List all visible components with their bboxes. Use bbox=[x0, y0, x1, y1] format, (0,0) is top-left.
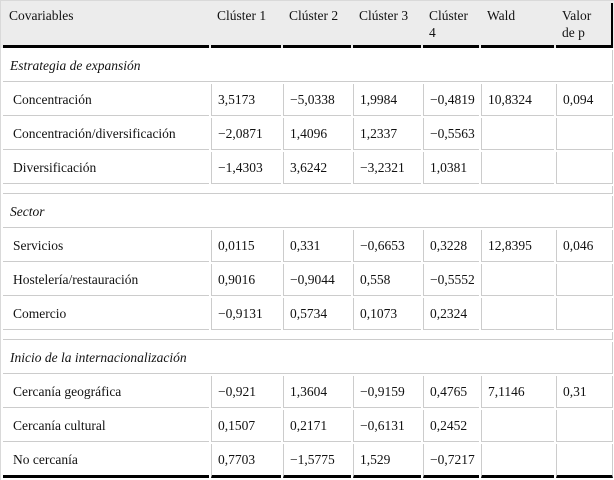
table-row: Cercanía cultural 0,1507 0,2171 −0,6131 0,24… bbox=[3, 410, 613, 442]
table-row: Concentración/diversificación −2,0871 1,40… bbox=[3, 118, 613, 150]
value-cell bbox=[556, 152, 613, 184]
value-cell bbox=[481, 264, 554, 296]
value-cell: 0,5734 bbox=[283, 298, 351, 330]
value-cell: 0,3228 bbox=[423, 230, 479, 262]
table-row: Hostelería/restauración 0,9016 −0,9044 0,55… bbox=[3, 264, 613, 296]
value-cell: 0,094 bbox=[556, 84, 613, 116]
value-cell: −1,5775 bbox=[283, 444, 351, 478]
section-header-row: Inicio de la internacionalización bbox=[3, 342, 613, 374]
table-row: Cercanía geográfica −0,921 1,3604 −0,9159 0,… bbox=[3, 376, 613, 408]
section-title: Sector bbox=[3, 196, 613, 228]
section-header-row: Estrategia de expansión bbox=[3, 50, 613, 82]
value-cell bbox=[556, 118, 613, 150]
value-cell: 1,3604 bbox=[283, 376, 351, 408]
value-cell: 10,8324 bbox=[481, 84, 554, 116]
value-cell: 1,4096 bbox=[283, 118, 351, 150]
value-cell: 1,2337 bbox=[353, 118, 421, 150]
value-cell: 3,6242 bbox=[283, 152, 351, 184]
table-row: Servicios 0,0115 0,331 −0,6653 0,3228 12,8395… bbox=[3, 230, 613, 262]
col-header-cluster-1: Clúster 1 bbox=[211, 3, 281, 48]
value-cell: −0,5563 bbox=[423, 118, 479, 150]
covariable-label: Hostelería/restauración bbox=[3, 264, 209, 296]
covariable-label: No cercanía bbox=[3, 444, 209, 478]
table-header: Covariables Clúster 1 Clúster 2 Clúster … bbox=[3, 3, 613, 48]
covariable-label: Concentración/diversificación bbox=[3, 118, 209, 150]
covariable-label: Cercanía geográfica bbox=[3, 376, 209, 408]
value-cell: 3,5173 bbox=[211, 84, 281, 116]
covariable-label: Servicios bbox=[3, 230, 209, 262]
value-cell: 0,331 bbox=[283, 230, 351, 262]
col-header-cluster-2: Clúster 2 bbox=[283, 3, 351, 48]
value-cell: −0,6131 bbox=[353, 410, 421, 442]
value-cell: 0,1073 bbox=[353, 298, 421, 330]
value-cell: −0,6653 bbox=[353, 230, 421, 262]
value-cell bbox=[481, 444, 554, 478]
col-header-wald: Wald bbox=[481, 3, 554, 48]
col-header-p-value: Valor de p bbox=[556, 3, 613, 48]
covariable-label: Concentración bbox=[3, 84, 209, 116]
section-title: Estrategia de expansión bbox=[3, 50, 613, 82]
value-cell: 1,0381 bbox=[423, 152, 479, 184]
value-cell: 1,529 bbox=[353, 444, 421, 478]
value-cell: −0,4819 bbox=[423, 84, 479, 116]
value-cell: −0,9044 bbox=[283, 264, 351, 296]
header-row: Covariables Clúster 1 Clúster 2 Clúster … bbox=[3, 3, 613, 48]
table-row: Concentración 3,5173 −5,0338 1,9984 −0,4819 1… bbox=[3, 84, 613, 116]
value-cell: 0,4765 bbox=[423, 376, 479, 408]
table-body: Estrategia de expansión Concentración 3,51… bbox=[3, 50, 613, 478]
col-header-covariables: Covariables bbox=[3, 3, 209, 48]
value-cell: −1,4303 bbox=[211, 152, 281, 184]
value-cell: 0,0115 bbox=[211, 230, 281, 262]
col-header-cluster-4: Clúster 4 bbox=[423, 3, 479, 48]
table-row: Diversificación −1,4303 3,6242 −3,2321 1,038… bbox=[3, 152, 613, 184]
value-cell: −0,921 bbox=[211, 376, 281, 408]
value-cell: −0,9131 bbox=[211, 298, 281, 330]
spacer-row bbox=[3, 332, 613, 340]
value-cell: 12,8395 bbox=[481, 230, 554, 262]
table-row: No cercanía 0,7703 −1,5775 1,529 −0,7217 bbox=[3, 444, 613, 478]
col-header-cluster-3: Clúster 3 bbox=[353, 3, 421, 48]
covariable-label: Comercio bbox=[3, 298, 209, 330]
value-cell bbox=[481, 152, 554, 184]
section-header-row: Sector bbox=[3, 196, 613, 228]
value-cell bbox=[481, 298, 554, 330]
value-cell bbox=[556, 444, 613, 478]
value-cell: −0,7217 bbox=[423, 444, 479, 478]
value-cell: −5,0338 bbox=[283, 84, 351, 116]
value-cell: 1,9984 bbox=[353, 84, 421, 116]
spacer-cell bbox=[3, 186, 613, 194]
spacer-cell bbox=[3, 332, 613, 340]
value-cell bbox=[556, 298, 613, 330]
value-cell bbox=[481, 410, 554, 442]
covariable-label: Cercanía cultural bbox=[3, 410, 209, 442]
value-cell: 0,046 bbox=[556, 230, 613, 262]
value-cell: −0,5552 bbox=[423, 264, 479, 296]
value-cell: 0,2171 bbox=[283, 410, 351, 442]
value-cell: −3,2321 bbox=[353, 152, 421, 184]
spacer-row bbox=[3, 186, 613, 194]
value-cell: 0,1507 bbox=[211, 410, 281, 442]
value-cell: 0,9016 bbox=[211, 264, 281, 296]
value-cell bbox=[556, 410, 613, 442]
value-cell bbox=[556, 264, 613, 296]
value-cell: 0,31 bbox=[556, 376, 613, 408]
section-title: Inicio de la internacionalización bbox=[3, 342, 613, 374]
value-cell: −2,0871 bbox=[211, 118, 281, 150]
covariable-label: Diversificación bbox=[3, 152, 209, 184]
value-cell: −0,9159 bbox=[353, 376, 421, 408]
value-cell bbox=[481, 118, 554, 150]
value-cell: 0,2452 bbox=[423, 410, 479, 442]
value-cell: 0,2324 bbox=[423, 298, 479, 330]
value-cell: 0,7703 bbox=[211, 444, 281, 478]
value-cell: 0,558 bbox=[353, 264, 421, 296]
table-row: Comercio −0,9131 0,5734 0,1073 0,2324 bbox=[3, 298, 613, 330]
value-cell: 7,1146 bbox=[481, 376, 554, 408]
